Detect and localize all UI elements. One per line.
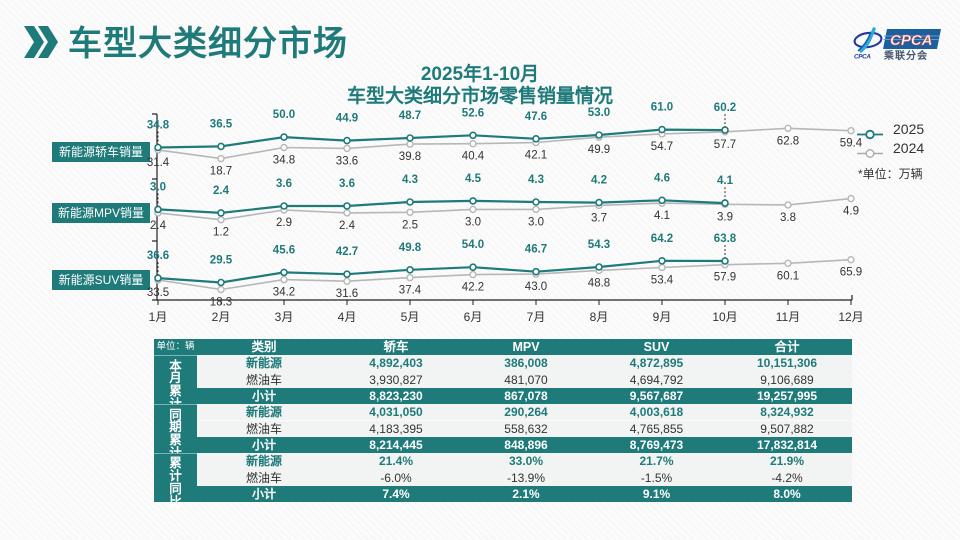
svg-text:34.8: 34.8 [147, 120, 170, 132]
svg-text:31.6: 31.6 [336, 288, 358, 300]
svg-text:1.2: 1.2 [213, 227, 229, 239]
svg-text:2.4: 2.4 [150, 220, 167, 232]
svg-text:59.4: 59.4 [840, 138, 863, 150]
svg-text:53.4: 53.4 [651, 275, 674, 287]
svg-text:3.7: 3.7 [591, 212, 607, 224]
svg-text:3.6: 3.6 [339, 178, 355, 190]
svg-text:4月: 4月 [338, 310, 357, 324]
svg-text:11月: 11月 [776, 310, 800, 324]
svg-text:9月: 9月 [653, 310, 672, 324]
svg-text:60.1: 60.1 [777, 270, 799, 282]
svg-text:42.1: 42.1 [525, 150, 547, 162]
svg-text:49.9: 49.9 [588, 144, 610, 156]
svg-text:29.5: 29.5 [210, 255, 233, 267]
svg-text:52.6: 52.6 [462, 107, 484, 119]
svg-text:49.8: 49.8 [399, 242, 422, 254]
svg-text:4.6: 4.6 [654, 172, 670, 184]
svg-text:57.9: 57.9 [714, 272, 736, 284]
svg-text:36.6: 36.6 [147, 250, 169, 262]
svg-text:33.5: 33.5 [147, 287, 169, 299]
svg-text:4.9: 4.9 [843, 206, 859, 218]
svg-text:36.5: 36.5 [210, 118, 233, 130]
svg-text:2月: 2月 [212, 310, 231, 324]
svg-text:40.4: 40.4 [462, 151, 485, 163]
svg-text:2.4: 2.4 [339, 220, 356, 232]
svg-text:5月: 5月 [401, 310, 420, 324]
svg-text:43.0: 43.0 [525, 281, 547, 293]
svg-text:4.2: 4.2 [591, 175, 607, 187]
svg-text:33.6: 33.6 [336, 155, 358, 167]
svg-text:57.7: 57.7 [714, 139, 736, 151]
svg-text:48.8: 48.8 [588, 277, 610, 289]
svg-text:3.9: 3.9 [717, 211, 733, 223]
svg-text:2.9: 2.9 [276, 217, 292, 229]
svg-text:54.7: 54.7 [651, 141, 673, 153]
svg-text:4.1: 4.1 [654, 210, 670, 222]
svg-text:3.0: 3.0 [465, 216, 481, 228]
svg-text:34.8: 34.8 [273, 155, 295, 167]
svg-text:3.0: 3.0 [528, 216, 544, 228]
svg-text:39.8: 39.8 [399, 151, 421, 163]
svg-text:6月: 6月 [464, 310, 483, 324]
svg-text:65.9: 65.9 [840, 267, 862, 279]
svg-text:2.5: 2.5 [402, 219, 418, 231]
svg-text:3月: 3月 [275, 310, 294, 324]
svg-text:8月: 8月 [590, 310, 609, 324]
svg-text:10月: 10月 [712, 310, 737, 324]
svg-text:37.4: 37.4 [399, 285, 422, 297]
svg-text:48.7: 48.7 [399, 110, 421, 122]
svg-text:61.0: 61.0 [651, 102, 673, 114]
svg-text:18.3: 18.3 [210, 297, 232, 309]
svg-text:4.5: 4.5 [465, 173, 482, 185]
svg-text:44.9: 44.9 [336, 113, 358, 125]
svg-text:64.2: 64.2 [651, 233, 673, 245]
svg-text:62.8: 62.8 [777, 135, 799, 147]
svg-text:46.7: 46.7 [525, 244, 547, 256]
svg-text:4.3: 4.3 [528, 174, 544, 186]
svg-text:34.2: 34.2 [273, 287, 295, 299]
svg-text:7月: 7月 [527, 310, 546, 324]
svg-text:18.7: 18.7 [210, 166, 232, 178]
svg-text:42.7: 42.7 [336, 246, 358, 258]
svg-text:54.0: 54.0 [462, 239, 484, 251]
svg-text:CPCA: CPCA [890, 32, 933, 49]
svg-text:50.0: 50.0 [273, 109, 295, 121]
svg-text:54.3: 54.3 [588, 239, 610, 251]
svg-text:45.6: 45.6 [273, 244, 295, 256]
svg-text:12月: 12月 [838, 310, 863, 324]
svg-text:47.6: 47.6 [525, 111, 547, 123]
svg-text:4.1: 4.1 [717, 175, 734, 187]
svg-text:31.4: 31.4 [147, 157, 170, 169]
svg-text:1月: 1月 [149, 310, 168, 324]
svg-text:乘联分会: 乘联分会 [883, 49, 928, 61]
svg-text:2.4: 2.4 [213, 185, 230, 197]
svg-text:3.0: 3.0 [150, 181, 166, 193]
svg-text:CPCA: CPCA [854, 54, 871, 61]
svg-text:63.8: 63.8 [714, 233, 737, 245]
svg-text:3.8: 3.8 [780, 212, 796, 224]
svg-text:42.2: 42.2 [462, 282, 484, 294]
svg-text:4.3: 4.3 [402, 174, 418, 186]
svg-text:53.0: 53.0 [588, 107, 610, 119]
svg-text:3.6: 3.6 [276, 178, 292, 190]
svg-text:60.2: 60.2 [714, 102, 736, 114]
